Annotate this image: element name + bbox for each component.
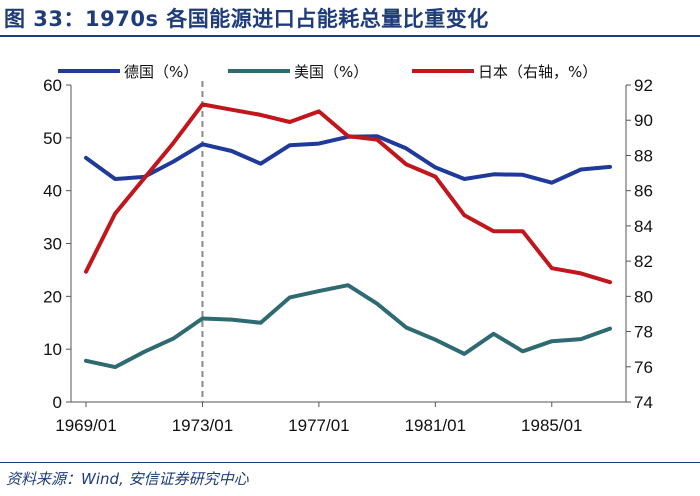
- right-tick-label: 92: [634, 76, 653, 95]
- right-axis-ticks: 74 76 78 80 82 84 86 88 90 92: [626, 76, 653, 412]
- title-bar: 图 33：1970s 各国能源进口占能耗总量比重变化: [0, 0, 700, 37]
- source-note: 资料来源：Wind, 安信证券研究中心: [6, 470, 249, 488]
- right-tick-label: 76: [634, 358, 653, 377]
- left-tick-label: 60: [43, 76, 62, 95]
- left-axis-ticks: 0 10 20 30 40 50 60: [43, 76, 71, 412]
- left-tick-label: 20: [43, 287, 62, 306]
- x-tick-label: 1981/01: [405, 416, 466, 435]
- left-tick-label: 50: [43, 129, 62, 148]
- right-tick-label: 84: [634, 217, 653, 236]
- x-tick-label: 1977/01: [288, 416, 349, 435]
- x-axis-ticks: 1969/01 1973/01 1977/01 1981/01 1985/01: [55, 402, 583, 435]
- left-tick-label: 30: [43, 235, 62, 254]
- right-tick-label: 78: [634, 323, 653, 342]
- series-line-2: [84, 283, 612, 370]
- legend-label: 美国（%）: [294, 63, 368, 81]
- left-tick-label: 0: [53, 393, 62, 412]
- legend-label: 日本（右轴，%）: [478, 63, 597, 81]
- line-chart: 0 10 20 30 40 50 60 74 76 78 80 82 84 86 88 90 92 1969/…: [43, 63, 653, 435]
- chart-title: 图 33：1970s 各国能源进口占能耗总量比重变化: [4, 7, 489, 31]
- right-tick-label: 74: [634, 393, 653, 412]
- legend: 德国（%） 美国（%） 日本（右轴，%）: [58, 63, 597, 81]
- series-group: [84, 102, 612, 370]
- x-tick-label: 1969/01: [55, 416, 116, 435]
- title-underline: [0, 35, 700, 37]
- x-tick-label: 1985/01: [521, 416, 582, 435]
- left-tick-label: 10: [43, 340, 62, 359]
- left-tick-label: 40: [43, 182, 62, 201]
- series-line-1: [84, 134, 612, 185]
- footer-divider: [0, 462, 700, 463]
- right-tick-label: 80: [634, 287, 653, 306]
- legend-label: 德国（%）: [124, 63, 198, 81]
- right-tick-label: 86: [634, 182, 653, 201]
- right-tick-label: 90: [634, 111, 653, 130]
- right-tick-label: 88: [634, 146, 653, 165]
- series-line-3: [84, 102, 612, 285]
- axes: [70, 85, 627, 403]
- right-tick-label: 82: [634, 252, 653, 271]
- x-tick-label: 1973/01: [172, 416, 233, 435]
